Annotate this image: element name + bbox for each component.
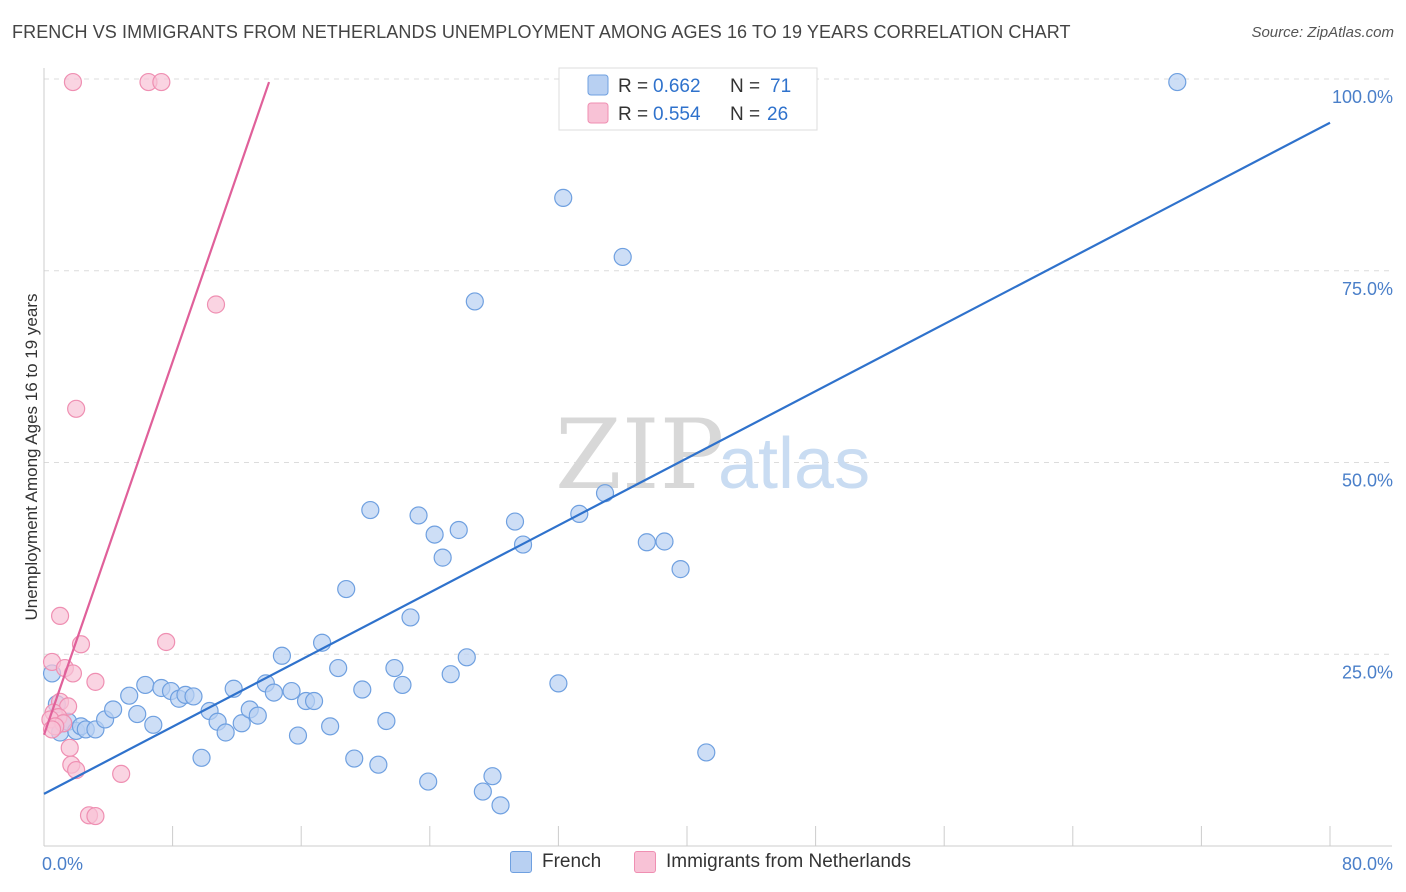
french-point-39 <box>345 749 364 768</box>
french-point-31 <box>282 681 301 701</box>
netherlands-point-5 <box>50 606 70 626</box>
netherlands-trend-line <box>42 81 271 736</box>
axes <box>43 68 1392 847</box>
legend-item-french[interactable]: French <box>510 851 601 873</box>
y-tick-label-1: 50.0% <box>1342 471 1393 491</box>
french-point-20 <box>192 748 211 767</box>
french-point-51 <box>441 665 460 684</box>
grid-lines <box>44 78 1392 655</box>
french-point-46 <box>401 608 420 627</box>
watermark-atlas: atlas <box>718 424 870 504</box>
legend-netherlands-r-label: R = <box>618 104 648 125</box>
netherlands-point-3 <box>206 295 226 314</box>
french-point-60 <box>549 674 568 693</box>
french-point-11 <box>120 686 139 705</box>
french-point-64 <box>613 247 632 267</box>
legend-stats: R = 0.662 N = 71 R = 0.554 N = 26 <box>558 67 818 131</box>
french-point-25 <box>232 714 251 733</box>
y-tick-label-0: 25.0% <box>1342 662 1393 682</box>
legend-netherlands-n-value: 26 <box>767 104 788 125</box>
french-point-32 <box>288 726 308 745</box>
chart-source: Source: ZipAtlas.com <box>1251 24 1394 41</box>
french-point-54 <box>465 292 484 311</box>
netherlands-point-7 <box>157 632 176 652</box>
french-point-12 <box>128 704 147 724</box>
legend-french-n-label: N = <box>730 76 760 97</box>
legend-french-label: French <box>542 851 602 872</box>
french-point-41 <box>361 500 380 520</box>
netherlands-point-4 <box>67 399 86 418</box>
legend-netherlands-swatch <box>587 102 609 124</box>
french-point-40 <box>353 680 372 699</box>
french-point-66 <box>655 532 674 551</box>
legend-netherlands-marker <box>634 851 656 873</box>
netherlands-point-0 <box>63 72 83 92</box>
french-point-48 <box>419 772 438 791</box>
french-point-34 <box>304 691 324 711</box>
netherlands-point-11 <box>86 672 105 691</box>
french-point-49 <box>425 525 444 544</box>
watermark: ZIP atlas <box>555 399 870 511</box>
legend-french-r-value: 0.662 <box>653 76 701 97</box>
french-point-55 <box>473 782 492 801</box>
french-point-53 <box>457 648 476 667</box>
netherlands-point-23 <box>112 764 131 784</box>
french-point-65 <box>637 533 656 552</box>
french-point-47 <box>409 506 428 525</box>
y-tick-label-3: 100.0% <box>1332 87 1393 107</box>
french-point-45 <box>393 675 412 695</box>
netherlands-point-25 <box>86 806 105 826</box>
french-trend-line <box>43 121 1331 795</box>
legend-item-netherlands[interactable]: Immigrants from Netherlands <box>634 851 911 873</box>
french-point-36 <box>321 717 340 736</box>
legend-series: French Immigrants from Netherlands <box>0 851 1406 881</box>
french-point-30 <box>272 646 292 665</box>
french-point-23 <box>216 723 235 742</box>
french-point-67 <box>671 560 690 579</box>
french-point-13 <box>136 675 155 695</box>
netherlands-point-20 <box>60 738 79 757</box>
french-point-19 <box>184 687 203 706</box>
chart-title: FRENCH VS IMMIGRANTS FROM NETHERLANDS UN… <box>12 22 1071 42</box>
legend-french-n-value: 71 <box>770 76 791 97</box>
french-point-43 <box>377 711 396 731</box>
french-point-42 <box>369 755 388 774</box>
french-point-37 <box>329 658 348 678</box>
y-tick-label-2: 75.0% <box>1342 279 1393 299</box>
legend-netherlands-label: Immigrants from Netherlands <box>666 851 911 872</box>
french-point-69 <box>1168 72 1187 92</box>
french-point-14 <box>144 715 163 734</box>
french-point-68 <box>697 743 716 762</box>
french-point-29 <box>264 683 283 702</box>
french-point-50 <box>433 548 452 567</box>
french-point-56 <box>483 767 502 786</box>
trend-lines <box>42 81 1331 795</box>
legend-french-marker <box>510 851 532 873</box>
french-point-52 <box>449 520 468 540</box>
y-axis-label: Unemployment Among Ages 16 to 19 years <box>22 294 41 621</box>
french-point-27 <box>248 706 267 725</box>
legend-netherlands-r-value: 0.554 <box>653 104 701 125</box>
legend-french-swatch <box>587 74 609 96</box>
french-point-38 <box>337 579 356 599</box>
legend-netherlands-n-label: N = <box>730 104 760 125</box>
x-tick-label-1: 80.0% <box>1342 854 1393 874</box>
netherlands-point-2 <box>152 72 171 92</box>
french-point-10 <box>104 700 123 719</box>
french-point-61 <box>554 188 573 207</box>
series-french-points <box>42 72 1187 815</box>
tick-labels: 25.0% 50.0% 75.0% 100.0% 0.0% 80.0% <box>42 87 1393 874</box>
french-point-58 <box>505 512 525 531</box>
legend-french-r-label: R = <box>618 76 648 97</box>
french-point-44 <box>385 658 404 678</box>
french-point-57 <box>491 796 510 815</box>
watermark-zip: ZIP <box>555 399 724 511</box>
x-tick-label-0: 0.0% <box>42 854 83 874</box>
